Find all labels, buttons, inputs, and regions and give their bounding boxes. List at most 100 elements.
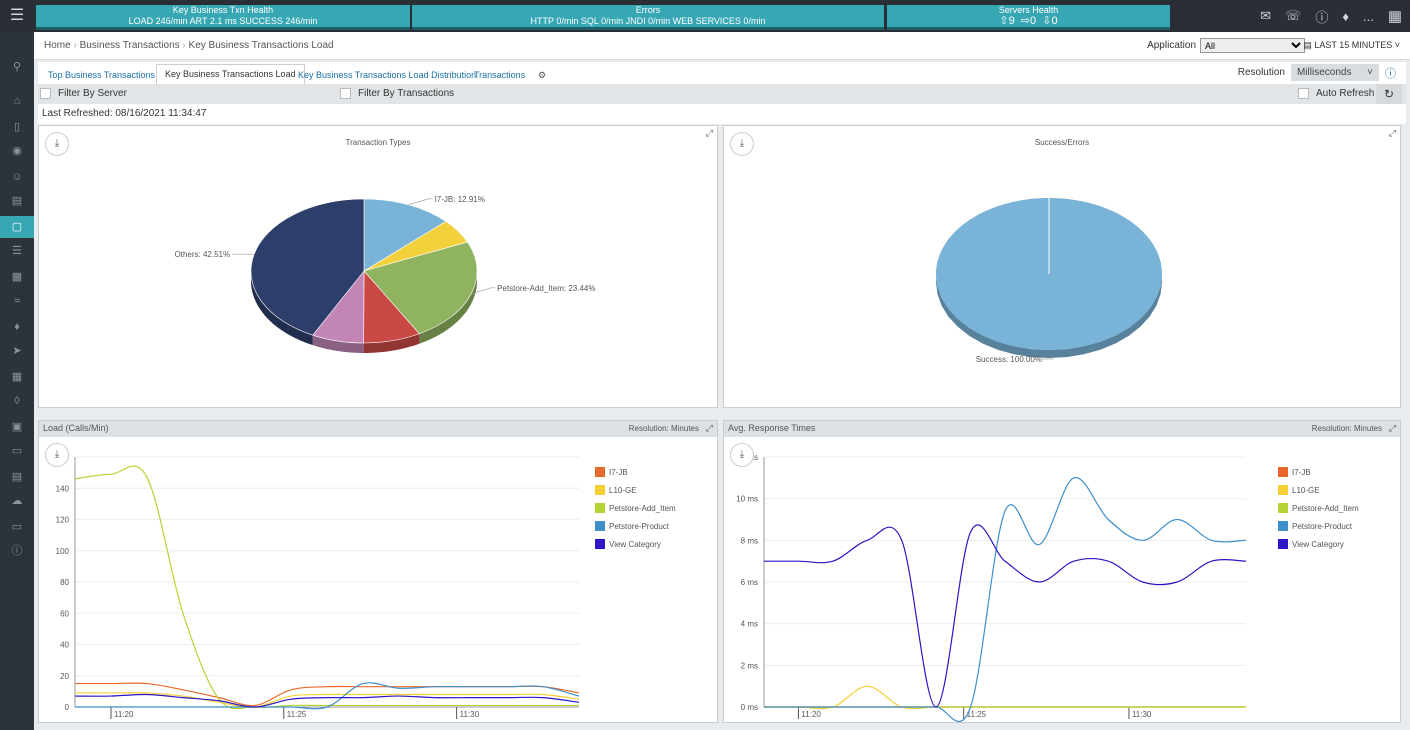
panel-title: Avg. Response Times [728, 423, 816, 433]
expand-icon[interactable]: ⤢ [1388, 423, 1396, 433]
tag-icon[interactable]: ◊ [14, 395, 20, 407]
send-icon[interactable]: ➤ [12, 345, 22, 357]
resolution-help-icon[interactable]: ⓘ [1385, 67, 1396, 80]
tab-top-business-transactions[interactable]: Top Business Transactions [48, 70, 156, 80]
legend-label: L10-GE [1292, 486, 1320, 495]
filter-server-checkbox[interactable] [40, 88, 51, 99]
legend-swatch [1278, 485, 1288, 495]
legend-label: Petstore-Add_Item [1292, 504, 1359, 513]
sidebar: ⚲ ⌂ ▯ ◉ ☺ ▤ ▢ ☰ ▩ ≈ ♦ ➤ ▦ ◊ ▣ ▭ ▤ ☁ ▭ ⓘ [0, 32, 34, 730]
expand-icon[interactable]: ⤢ [1388, 128, 1396, 138]
success-errors-pie: Success: 100.00% [936, 198, 1162, 364]
x-tick-label: 11:20 [801, 710, 821, 719]
legend-item[interactable]: View Category [595, 539, 661, 549]
breadcrumb-current: Key Business Transactions Load [188, 40, 334, 51]
server-down-icon: ⇩ [1042, 15, 1052, 27]
legend-item[interactable]: Petstore-Add_Item [595, 503, 676, 513]
errors-widget[interactable]: Errors HTTP 0/min SQL 0/min JNDI 0/min W… [412, 5, 884, 30]
tab-transactions[interactable]: Transactions [474, 70, 526, 80]
time-range-picker[interactable]: ▤ LAST 15 MINUTES ˅ [1303, 40, 1400, 51]
bar-chart-icon[interactable]: ▩ [11, 271, 23, 283]
hamburger-icon[interactable]: ☰ [9, 7, 25, 24]
user-menu[interactable]: ... [1362, 8, 1374, 24]
breadcrumb-home[interactable]: Home [44, 40, 71, 51]
transaction-types-pie: I7-JB: 12.91% Petstore-Add_Item: 23.44% Ot… [175, 195, 595, 353]
legend-item[interactable]: Petstore-Product [1278, 521, 1352, 531]
breadcrumb-business-transactions[interactable]: Business Transactions [79, 40, 180, 51]
legend-label: I7-JB [1292, 468, 1311, 477]
server-icon[interactable]: ▯ [13, 121, 21, 133]
panel-resolution: Resolution: Minutes [1311, 424, 1382, 433]
search-icon[interactable]: ⚲ [12, 61, 22, 73]
pie-slice-side [419, 272, 477, 344]
briefcase-icon[interactable]: ▣ [11, 421, 23, 433]
legend-item[interactable]: Petstore-Product [595, 521, 669, 531]
globe-icon[interactable]: ◉ [12, 145, 22, 157]
x-tick-label: 11:25 [287, 710, 307, 719]
load-panel-header: Load (Calls/Min) Resolution: Minutes [39, 421, 717, 437]
legend-item[interactable]: L10-GE [1278, 485, 1320, 495]
bell-icon[interactable]: ♦ [1342, 8, 1349, 24]
tab-key-business-transactions-load[interactable]: Key Business Transactions Load [156, 64, 305, 84]
map-icon[interactable]: ▤ [11, 195, 23, 207]
series-line [764, 685, 1246, 710]
load-panel: Load (Calls/Min) Resolution: Minutes ⤢ 0… [38, 420, 718, 723]
expand-icon[interactable]: ⤢ [705, 128, 713, 138]
layers-icon[interactable]: ☰ [12, 245, 22, 257]
legend-item[interactable]: Petstore-Add_Item [1278, 503, 1359, 513]
y-tick-label: 0 [65, 703, 70, 712]
y-tick-label: 4 ms [741, 620, 758, 629]
help-icon[interactable]: ⓘ [1315, 9, 1329, 25]
calendar-small-icon: ▤ [1303, 40, 1312, 50]
user-icon[interactable]: ☺ [11, 171, 23, 183]
legend-item[interactable]: L10-GE [595, 485, 637, 495]
y-tick-label: 40 [60, 641, 69, 650]
pie-slice-side [312, 335, 364, 353]
trend-icon[interactable]: ≈ [13, 295, 21, 307]
business-transactions-icon[interactable]: ▢ [0, 216, 34, 238]
expand-icon[interactable]: ⤢ [705, 423, 713, 433]
filter-transactions-checkbox[interactable] [340, 88, 351, 99]
panel-resolution: Resolution: Minutes [628, 424, 699, 433]
comment-icon[interactable]: ☏ [1285, 8, 1302, 23]
pie-label-line [408, 198, 433, 206]
panel-title: Load (Calls/Min) [43, 423, 109, 433]
chat-icon[interactable]: ✉ [1260, 8, 1272, 23]
series-line [764, 524, 1247, 708]
home-icon[interactable]: ⌂ [13, 95, 21, 107]
servers-health-widget[interactable]: Servers Health ⇧9 ⇨0 ⇩0 [887, 5, 1170, 30]
settings-gear-icon[interactable]: ⚙ [538, 70, 547, 80]
monitor-icon[interactable]: ▭ [11, 521, 23, 533]
refresh-icon[interactable]: ↻ [1376, 84, 1402, 104]
tab-load-distribution[interactable]: Key Business Transactions Load Distribut… [298, 70, 477, 80]
series-line [74, 692, 580, 708]
series-line [74, 465, 579, 710]
breadcrumb-bar: Home › Business Transactions › Key Busin… [34, 32, 1410, 60]
download-icon[interactable]: ⤓ [45, 132, 69, 156]
book-icon[interactable]: ▤ [11, 471, 23, 483]
apps-grid-icon[interactable]: ▦ [1387, 8, 1402, 25]
pie-label: Others: 42.51% [175, 250, 231, 259]
txn-health-widget[interactable]: Key Business Txn Health LOAD 246/min ART… [36, 5, 410, 30]
legend-item[interactable]: I7-JB [1278, 467, 1311, 477]
info-icon[interactable]: ⓘ [11, 545, 23, 557]
auto-refresh-checkbox[interactable] [1298, 88, 1309, 99]
y-tick-label: 20 [60, 672, 69, 681]
legend-item[interactable]: I7-JB [595, 467, 628, 477]
resolution-value: Milliseconds [1297, 67, 1352, 78]
download-icon[interactable]: ⤓ [45, 443, 69, 467]
application-select[interactable]: All [1200, 38, 1305, 53]
legend-item[interactable]: View Category [1278, 539, 1344, 549]
download-icon[interactable]: ⤓ [730, 132, 754, 156]
folder-icon[interactable]: ▭ [11, 445, 23, 457]
cloud-icon[interactable]: ☁ [11, 495, 23, 507]
servers-counts: ⇧9 ⇨0 ⇩0 [887, 15, 1170, 27]
alert-bell-icon[interactable]: ♦ [14, 321, 20, 333]
legend-swatch [1278, 539, 1288, 549]
download-icon[interactable]: ⤓ [730, 443, 754, 467]
calendar-icon[interactable]: ▦ [11, 371, 23, 383]
resolution-select[interactable]: Milliseconds ˅ [1291, 64, 1379, 81]
pie-slice-side [363, 333, 420, 353]
pie-slice [250, 198, 365, 336]
